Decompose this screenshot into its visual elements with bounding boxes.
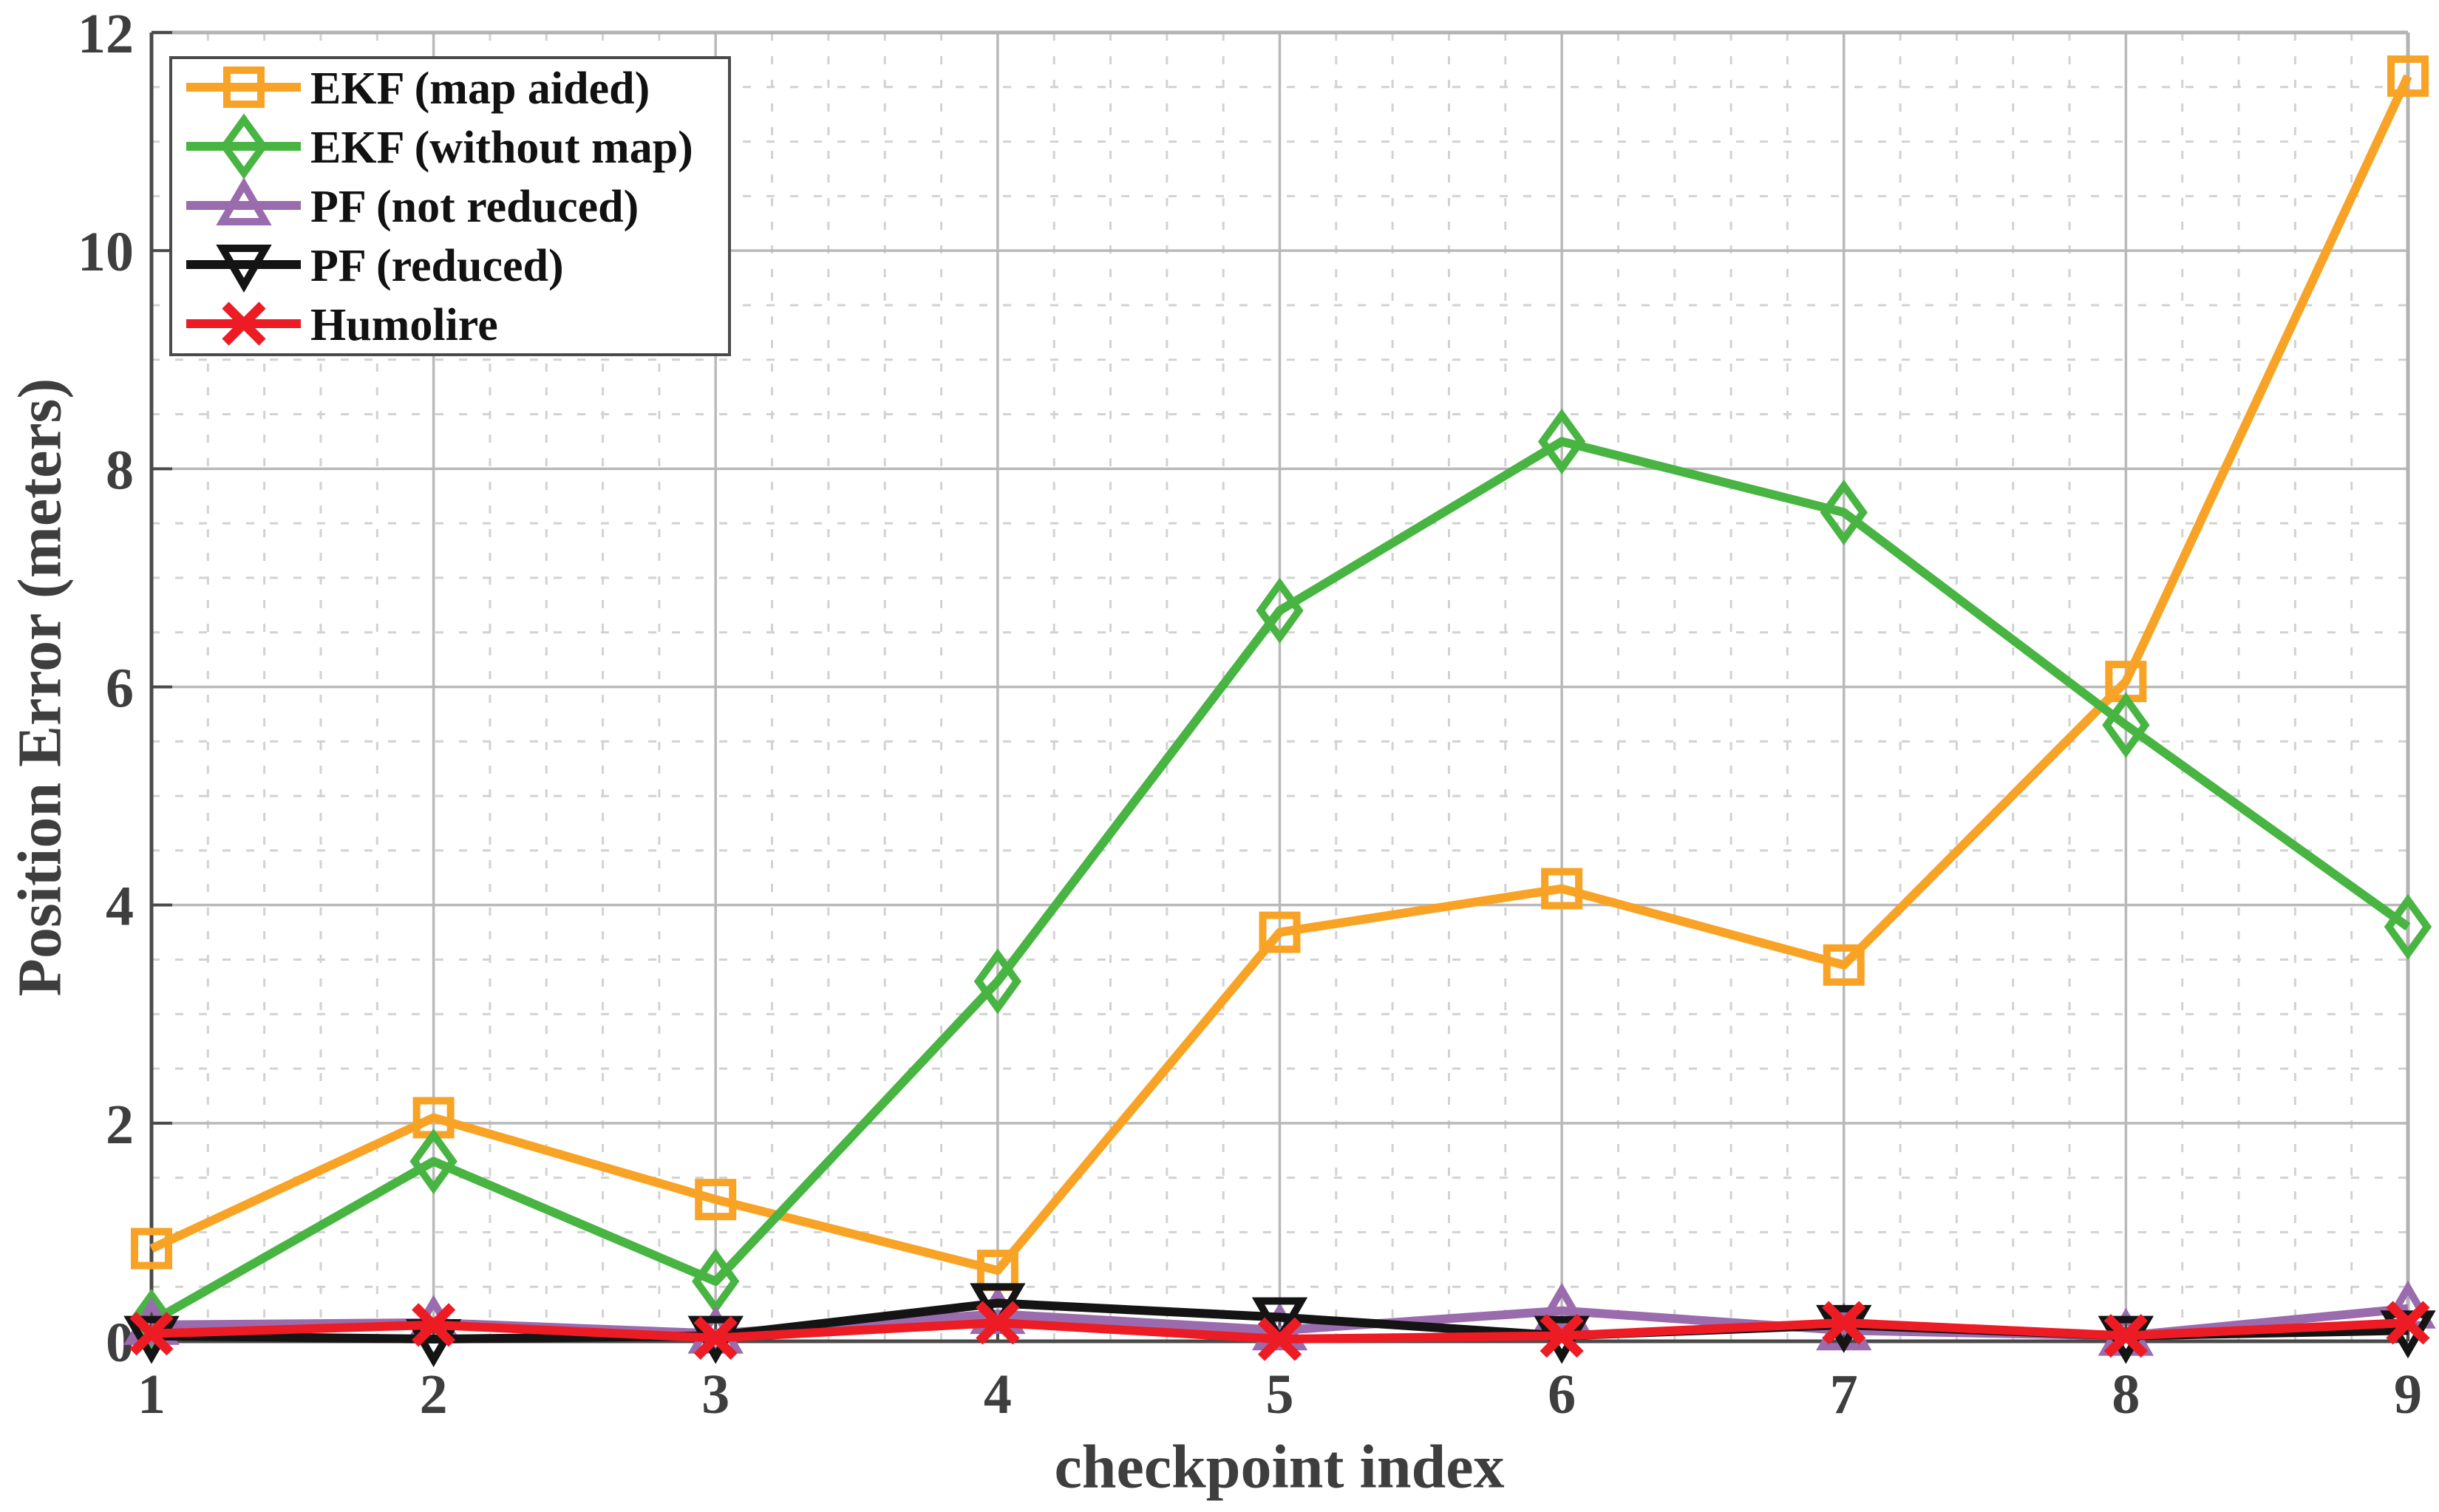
legend-item-pf-reduced: PF (reduced) [186, 241, 564, 293]
diamond-marker-icon [2102, 692, 2150, 758]
diamond-marker-icon [1537, 408, 1586, 474]
x-marker-icon [693, 1315, 738, 1361]
y-tick-label: 2 [106, 1094, 134, 1156]
diamond-marker-icon [1256, 577, 1304, 644]
x-marker-icon [2386, 1301, 2430, 1345]
series-line-ekf-map-aided [149, 74, 2412, 1276]
y-axis-label: Position Error (meters) [5, 378, 75, 997]
legend-label: EKF (without map) [310, 123, 693, 173]
diamond-marker-icon [1820, 479, 1868, 545]
legend-label: PF (not reduced) [310, 182, 639, 232]
x-tick-label: 4 [984, 1363, 1012, 1426]
triangle-down-marker-icon [1251, 1297, 1308, 1346]
x-tick-label: 5 [1266, 1363, 1294, 1426]
diamond-marker-icon [409, 1128, 457, 1195]
series-line-ekf-without-map [149, 437, 2411, 1326]
x-tick-label: 9 [2394, 1363, 2422, 1426]
legend-item-pf-not-reduced: PF (not reduced) [186, 177, 639, 232]
y-tick-label: 8 [106, 439, 134, 501]
diamond-marker-icon [973, 948, 1022, 1015]
x-marker-icon [1540, 1314, 1584, 1358]
legend-label: EKF (map aided) [310, 64, 650, 114]
square-marker-icon [1541, 868, 1583, 910]
y-tick-label: 10 [78, 221, 134, 283]
x-tick-label: 2 [420, 1363, 448, 1426]
x-marker-icon [1822, 1301, 1866, 1345]
y-tick-label: 6 [106, 658, 134, 720]
x-tick-label: 6 [1548, 1363, 1576, 1426]
square-marker-icon [131, 1227, 172, 1270]
legend: EKF (map aided) EKF (without map) PF (not … [169, 56, 731, 356]
triangle-up-marker-icon [216, 177, 272, 225]
y-tick-label: 12 [78, 3, 134, 65]
x-tick-label: 3 [701, 1363, 729, 1426]
legend-label: PF (reduced) [310, 241, 564, 291]
legend-label: Humolire [310, 300, 498, 350]
legend-item-humolire: Humolire [186, 300, 498, 350]
square-marker-icon [695, 1179, 737, 1221]
x-tick-label: 8 [2112, 1363, 2140, 1426]
x-marker-icon [222, 302, 266, 346]
x-marker-icon [412, 1303, 456, 1347]
x-marker-icon [2103, 1314, 2148, 1358]
legend-item-ekf-map-aided: EKF (map aided) [186, 64, 650, 114]
triangle-down-marker-icon [216, 245, 272, 293]
x-marker-icon [1257, 1317, 1302, 1361]
diamond-marker-icon [2384, 893, 2432, 960]
diamond-marker-icon [220, 113, 268, 180]
x-tick-label: 7 [1830, 1363, 1858, 1426]
square-marker-icon [1259, 911, 1301, 953]
square-marker-icon [223, 67, 265, 108]
x-axis-label: checkpoint index [1054, 1432, 1505, 1502]
square-marker-icon [2387, 55, 2429, 98]
y-tick-label: 4 [106, 876, 134, 938]
series-ekf-without-map [127, 408, 2432, 1355]
x-marker-icon [976, 1301, 1020, 1345]
diamond-marker-icon [127, 1288, 176, 1355]
square-marker-icon [1823, 944, 1865, 986]
legend-item-ekf-without-map: EKF (without map) [186, 113, 693, 180]
triangle-up-marker-icon [1534, 1282, 1590, 1331]
x-marker-icon [129, 1312, 174, 1356]
series-humolire [129, 1301, 2430, 1361]
x-tick-label: 1 [137, 1363, 166, 1426]
